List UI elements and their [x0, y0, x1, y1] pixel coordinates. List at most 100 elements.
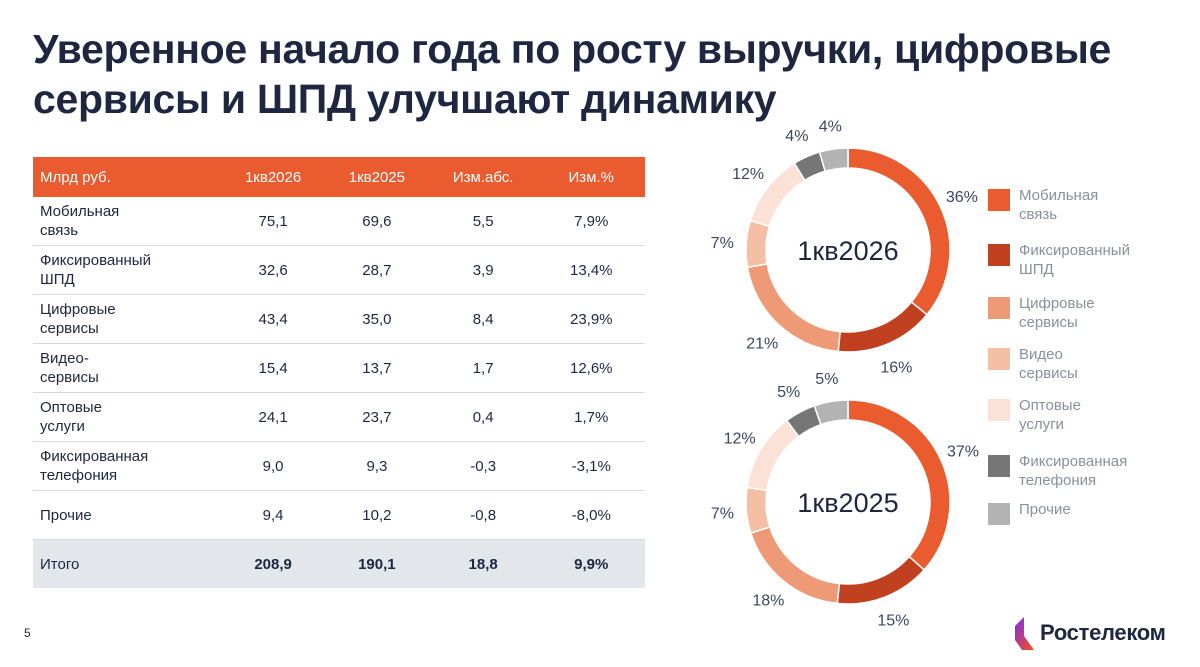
donut-slice — [847, 399, 951, 571]
cell-q1-2026: 75,1 — [221, 197, 325, 246]
legend-label: Фиксированный ШПД — [1019, 241, 1149, 279]
total-label: Итого — [33, 539, 222, 588]
donut-slice — [837, 300, 928, 353]
table-header-row: Млрд руб. 1кв2026 1кв2025 Изм.абс. Изм.% — [33, 157, 645, 197]
legend-swatch — [988, 348, 1010, 370]
donut-slice-label: 4% — [819, 118, 842, 135]
cell-q1-2025: 9,3 — [324, 441, 429, 491]
slide-title: Уверенное начало года по росту выручки, … — [33, 26, 1112, 122]
table-header: 1кв2026 — [221, 157, 325, 197]
cell-abs-change: 5,5 — [428, 197, 538, 246]
row-label: Цифровые сервисы — [33, 294, 222, 344]
row-label: Мобильная связь — [33, 197, 222, 246]
donut-slice-label: 18% — [752, 593, 784, 610]
cell-abs-change: 1,7 — [428, 343, 538, 393]
row-label: Фиксированная телефония — [33, 441, 222, 491]
table-header: 1кв2025 — [324, 157, 429, 197]
donut-slice-label: 12% — [732, 166, 764, 183]
row-label: Прочие — [33, 490, 222, 540]
table-row: Фиксированный ШПД 32,6 28,7 3,9 13,4% — [33, 245, 645, 295]
row-label-line1: Цифровые — [40, 301, 116, 318]
cell-q1-2025: 23,7 — [324, 392, 429, 442]
row-label-line2: ШПД — [40, 271, 75, 288]
cell-q1-2025: 13,7 — [324, 343, 429, 393]
cell-q1-2026: 15,4 — [221, 343, 325, 393]
legend-line2: ШПД — [1019, 261, 1054, 278]
donut-slice — [836, 555, 926, 605]
table-row: Фиксированная телефония 9,0 9,3 -0,3 -3,1… — [33, 441, 645, 491]
row-label: Оптовые услуги — [33, 392, 222, 442]
table-row: Цифровые сервисы 43,4 35,0 8,4 23,9% — [33, 294, 645, 344]
legend-line1: Прочие — [1019, 501, 1071, 518]
legend-swatch — [988, 297, 1010, 319]
row-label-line2: услуги — [40, 418, 85, 435]
donut-slice-label: 5% — [777, 384, 800, 401]
table-header: Изм.% — [537, 157, 645, 197]
legend-swatch — [988, 399, 1010, 421]
cell-q1-2026: 24,1 — [221, 392, 325, 442]
rostelecom-logo: Ростелеком — [1012, 614, 1166, 652]
cell-pct-change: 23,9% — [537, 294, 645, 344]
cell-abs-change: 3,9 — [428, 245, 538, 295]
total-q1-2025: 190,1 — [324, 539, 429, 588]
legend-line2: телефония — [1019, 472, 1097, 489]
table-row: Оптовые услуги 24,1 23,7 0,4 1,7% — [33, 392, 645, 442]
legend-swatch — [988, 503, 1010, 525]
cell-q1-2025: 69,6 — [324, 197, 429, 246]
row-label-line1: Видео- — [40, 350, 89, 367]
cell-q1-2025: 35,0 — [324, 294, 429, 344]
legend-swatch — [988, 455, 1010, 477]
donut-slice — [847, 147, 951, 316]
legend-label: Прочие — [1019, 500, 1149, 525]
table-total-row: Итого 208,9 190,1 18,8 9,9% — [33, 539, 645, 588]
cell-q1-2026: 32,6 — [221, 245, 325, 295]
legend-item: Цифровые сервисы — [988, 294, 1149, 332]
cell-pct-change: 1,7% — [537, 392, 645, 442]
row-label-line1: Мобильная — [40, 203, 120, 220]
legend-item: Фиксированный ШПД — [988, 241, 1149, 279]
legend-line2: услуги — [1019, 416, 1064, 433]
cell-q1-2026: 9,0 — [221, 441, 325, 491]
legend-line1: Видео — [1019, 346, 1063, 363]
table-row: Прочие 9,4 10,2 -0,8 -8,0% — [33, 490, 645, 540]
row-label-line1: Оптовые — [40, 399, 102, 416]
legend-line1: Оптовые — [1019, 397, 1081, 414]
legend-line2: связь — [1019, 206, 1058, 223]
donut-slice-label: 21% — [746, 335, 778, 352]
legend-label: Фиксированная телефония — [1019, 452, 1149, 490]
legend-swatch — [988, 189, 1010, 211]
table-header: Изм.абс. — [428, 157, 538, 197]
cell-q1-2025: 10,2 — [324, 490, 429, 540]
legend-item: Фиксированная телефония — [988, 452, 1149, 490]
donut-slice-label: 4% — [785, 128, 808, 145]
donut-slice-label: 36% — [946, 189, 978, 206]
donut-slice-label: 7% — [711, 235, 734, 252]
donut-slice — [745, 486, 771, 534]
cell-pct-change: -3,1% — [537, 441, 645, 491]
cell-abs-change: -0,8 — [428, 490, 538, 540]
row-label-line2: связь — [40, 222, 79, 239]
logo-text: Ростелеком — [1040, 620, 1166, 645]
cell-abs-change: 8,4 — [428, 294, 538, 344]
donut-center-label: 1кв2026 — [797, 236, 898, 266]
cell-abs-change: 0,4 — [428, 392, 538, 442]
row-label-line1: Фиксированный — [40, 252, 151, 269]
legend-line2: сервисы — [1019, 314, 1078, 331]
cell-q1-2025: 28,7 — [324, 245, 429, 295]
legend-line1: Цифровые — [1019, 295, 1095, 312]
cell-q1-2026: 9,4 — [221, 490, 325, 540]
cell-q1-2026: 43,4 — [221, 294, 325, 344]
total-pct-change: 9,9% — [537, 539, 645, 588]
revenue-table: Млрд руб. 1кв2026 1кв2025 Изм.абс. Изм.%… — [33, 157, 645, 588]
donut-slice — [813, 399, 849, 426]
donut-center-label: 1кв2025 — [797, 488, 898, 518]
legend-label: Оптовые услуги — [1019, 396, 1149, 434]
page-number: 5 — [24, 626, 31, 640]
table-header: Млрд руб. — [33, 157, 222, 197]
legend-item: Оптовые услуги — [988, 396, 1149, 434]
cell-pct-change: 7,9% — [537, 197, 645, 246]
donut-chart-q1-2026: 36% 16% 21% 7% 12% 4% 4% 1кв2026 — [711, 118, 978, 375]
donut-slice-label: 37% — [947, 443, 979, 460]
donut-slice-label: 5% — [815, 371, 838, 388]
donut-slice — [745, 219, 771, 269]
